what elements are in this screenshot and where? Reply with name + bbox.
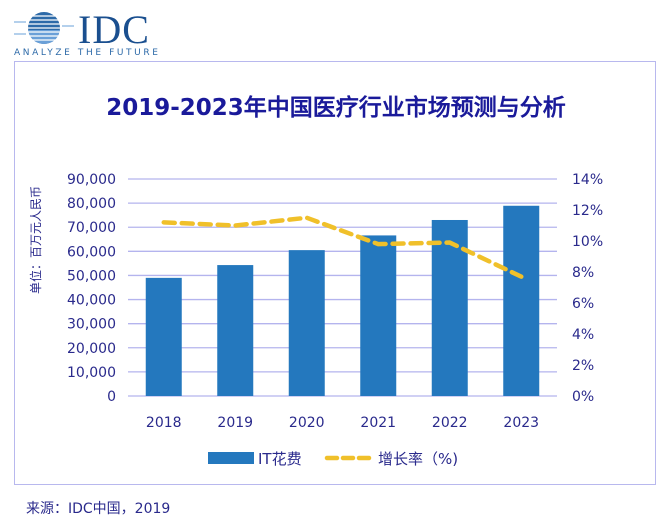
legend-label-it-spend: IT花费 (258, 450, 302, 468)
y-tick-label: 30,000 (67, 317, 116, 333)
logo-tagline: ANALYZE THE FUTURE (14, 48, 161, 58)
y2-tick-label: 0% (572, 389, 594, 405)
chart-title: 2019-2023年中国医疗行业市场预测与分析 (106, 95, 566, 121)
x-tick-label: 2019 (217, 415, 253, 431)
x-tick-label: 2018 (146, 415, 182, 431)
bar (145, 277, 182, 396)
x-tick-label: 2020 (289, 415, 325, 431)
y2-tick-label: 8% (572, 265, 594, 281)
y2-tick-label: 4% (572, 327, 594, 343)
logo-wordmark: IDC (78, 7, 150, 52)
bar (288, 250, 325, 396)
bar (217, 265, 254, 396)
bar (360, 235, 397, 396)
y2-tick-label: 2% (572, 358, 594, 374)
globe-icon (14, 12, 74, 44)
x-tick-label: 2022 (432, 415, 468, 431)
y2-tick-label: 6% (572, 296, 594, 312)
x-tick-label: 2021 (360, 415, 396, 431)
y-tick-label: 40,000 (67, 293, 116, 309)
y2-tick-label: 12% (572, 203, 603, 219)
y-tick-label: 10,000 (67, 365, 116, 381)
y-tick-label: 0 (107, 389, 116, 405)
y-tick-label: 50,000 (67, 268, 116, 284)
y-tick-label: 20,000 (67, 341, 116, 357)
y-tick-label: 60,000 (67, 244, 116, 260)
bar (503, 205, 540, 396)
legend-swatch-it-spend (208, 452, 254, 464)
growth-rate-line (161, 215, 524, 279)
legend-label-growth-rate: 增长率（%) (378, 450, 458, 468)
idc-logo: IDC ANALYZE THE FUTURE (14, 7, 164, 58)
y-axis-label: 单位：百万元人民币 (28, 186, 43, 294)
y-tick-label: 90,000 (67, 172, 116, 188)
chart-frame (14, 61, 656, 485)
y2-tick-label: 10% (572, 234, 603, 250)
y-tick-label: 70,000 (67, 220, 116, 236)
y2-tick-label: 14% (572, 172, 603, 188)
source-note: 来源：IDC中国，2019 (26, 501, 171, 517)
bar (431, 219, 468, 396)
y-tick-label: 80,000 (67, 196, 116, 212)
x-tick-label: 2023 (503, 415, 539, 431)
